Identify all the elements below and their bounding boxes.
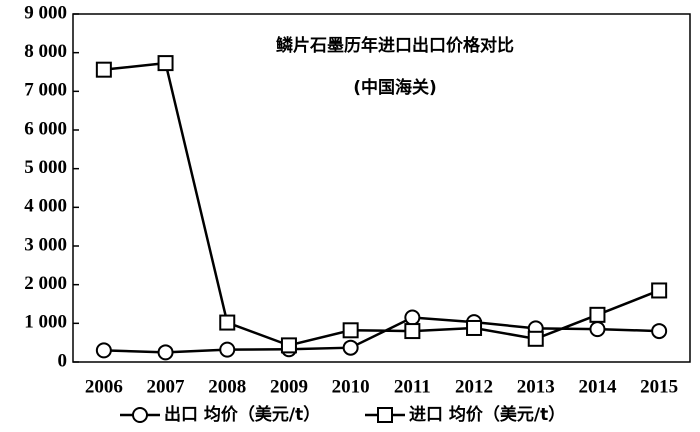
plot-frame bbox=[72, 13, 691, 363]
y-tick-label: 4 000 bbox=[24, 196, 67, 217]
x-tick-label: 2013 bbox=[517, 376, 555, 397]
legend-label: 进口 均价（美元/t） bbox=[409, 404, 565, 425]
marker-square bbox=[589, 306, 606, 323]
y-tick-label: 1 000 bbox=[24, 312, 67, 333]
x-tick-label: 2015 bbox=[640, 376, 678, 397]
marker-square bbox=[219, 314, 236, 331]
y-tick-label: 9 000 bbox=[24, 2, 67, 23]
marker-circle bbox=[589, 321, 606, 338]
y-tick-label: 0 bbox=[58, 350, 68, 371]
y-tick-label: 7 000 bbox=[24, 80, 67, 101]
y-tick-label: 5 000 bbox=[24, 157, 67, 178]
series-line bbox=[103, 316, 660, 354]
x-tick-label: 2010 bbox=[332, 376, 370, 397]
y-tick-label: 3 000 bbox=[24, 234, 67, 255]
marker-circle bbox=[157, 344, 174, 361]
x-tick-label: 2008 bbox=[208, 376, 246, 397]
marker-circle bbox=[219, 341, 236, 358]
series-line bbox=[103, 61, 660, 347]
y-tick-label: 6 000 bbox=[24, 118, 67, 139]
chart-subtitle: (中国海关) bbox=[353, 77, 437, 98]
marker-circle bbox=[95, 342, 112, 359]
x-tick-label: 2006 bbox=[85, 376, 123, 397]
marker-square bbox=[342, 322, 359, 339]
legend-marker bbox=[377, 407, 393, 423]
marker-circle bbox=[404, 309, 421, 326]
marker-square bbox=[280, 337, 297, 354]
legend-label: 出口 均价（美元/t） bbox=[164, 404, 320, 425]
marker-square bbox=[527, 330, 544, 347]
x-tick-label: 2011 bbox=[394, 376, 431, 397]
marker-square bbox=[157, 55, 174, 72]
x-tick-label: 2014 bbox=[578, 376, 617, 397]
legend-marker bbox=[132, 407, 148, 423]
x-tick-label: 2007 bbox=[147, 376, 186, 397]
chart-title: 鳞片石墨历年进口出口价格对比 bbox=[276, 35, 514, 56]
marker-square bbox=[651, 282, 668, 299]
marker-square bbox=[95, 61, 112, 78]
x-tick-label: 2009 bbox=[270, 376, 308, 397]
marker-square bbox=[466, 319, 483, 336]
marker-square bbox=[404, 323, 421, 340]
x-tick-label: 2012 bbox=[455, 376, 493, 397]
marker-circle bbox=[342, 339, 359, 356]
marker-circle bbox=[651, 323, 668, 340]
y-tick-label: 2 000 bbox=[24, 273, 67, 294]
y-tick-label: 8 000 bbox=[24, 41, 67, 62]
